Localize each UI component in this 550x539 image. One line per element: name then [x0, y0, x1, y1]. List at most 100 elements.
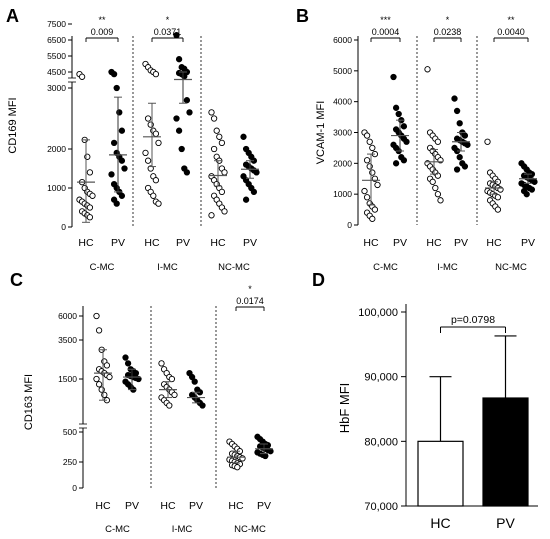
x-tick-label: PV: [176, 237, 190, 249]
data-point: [86, 204, 94, 211]
y-tick-label: 2000: [333, 158, 352, 168]
panel-d-chart: 70,000 80,000 90,000 100,000 HbF MFI HC PV p=0.…: [337, 304, 538, 531]
data-point: [403, 138, 410, 145]
data-point: [434, 138, 442, 145]
data-point: [147, 165, 154, 172]
x-tick-label: PV: [454, 237, 468, 249]
y-tick-label: 0: [72, 483, 77, 493]
p-value-label: 0.0040: [497, 27, 525, 37]
data-point: [461, 163, 469, 170]
data-point: [103, 362, 111, 369]
data-point: [93, 312, 100, 320]
data-point: [208, 109, 215, 116]
data-point: [183, 97, 191, 104]
data-point: [366, 163, 373, 170]
y-tick-label: 3500: [58, 335, 77, 345]
panel-a-chart: 0 1000 2000 3000 4500 5500 6500 7500 CD169 MFI HC…: [7, 15, 260, 273]
data-point: [188, 373, 196, 381]
y-tick-label: 70,000: [364, 501, 398, 513]
x-tick-label: HC: [144, 237, 160, 249]
data-point: [253, 169, 260, 176]
data-point: [371, 206, 379, 213]
x-tick-label: HC: [78, 237, 94, 249]
data-point: [392, 104, 400, 111]
data-point: [221, 169, 228, 176]
bar: [482, 397, 529, 507]
p-value-label: 0.0174: [236, 296, 264, 306]
y-axis-label: VCAM-1 MFI: [315, 101, 327, 165]
data-point: [122, 354, 129, 361]
data-point: [152, 70, 160, 78]
data-point: [218, 188, 226, 196]
data-point: [175, 56, 183, 63]
data-point: [86, 214, 94, 221]
x-tick-label: HC: [486, 237, 502, 249]
data-point: [155, 139, 162, 147]
data-point: [453, 166, 461, 173]
axis-break-gap: [68, 78, 76, 82]
data-point: [178, 145, 185, 153]
group-label: C-MC: [90, 262, 115, 273]
x-tick-label: PV: [521, 237, 535, 249]
x-tick-label: PV: [111, 237, 125, 249]
data-point: [150, 192, 157, 199]
data-point: [152, 130, 160, 137]
data-point: [95, 381, 103, 388]
x-tick-label: PV: [125, 500, 139, 512]
y-tick-label: 5000: [333, 66, 352, 76]
data-point: [531, 178, 538, 185]
data-point: [166, 402, 173, 409]
data-point: [369, 144, 376, 152]
data-point: [181, 73, 188, 80]
data-point: [144, 115, 152, 122]
x-tick-label: HC: [426, 237, 442, 249]
data-point: [208, 212, 215, 219]
data-point: [183, 169, 191, 176]
x-tick-label: PV: [393, 237, 407, 249]
y-tick-label: 6000: [58, 311, 77, 321]
significance-stars: *: [248, 284, 252, 294]
significance-stars: ***: [380, 15, 391, 25]
data-point: [144, 157, 152, 164]
data-point: [523, 191, 530, 198]
data-point: [175, 127, 183, 134]
x-tick-label: HC: [95, 500, 111, 512]
y-tick-label: 90,000: [364, 372, 398, 384]
data-point: [168, 375, 176, 383]
data-point: [108, 171, 115, 178]
y-tick-label: 7500: [47, 19, 66, 29]
data-point: [429, 178, 436, 185]
data-point: [173, 115, 180, 122]
data-point: [218, 139, 226, 147]
data-point: [191, 378, 198, 385]
data-point: [155, 200, 162, 207]
data-point: [234, 464, 241, 471]
data-point: [250, 188, 258, 196]
y-tick-label: 4000: [333, 97, 352, 107]
y-axis-label: HbF MFI: [337, 383, 352, 434]
data-point: [98, 386, 105, 393]
x-tick-label: HC: [228, 500, 244, 512]
data-point: [363, 194, 371, 201]
data-point: [361, 187, 368, 195]
data-point: [86, 169, 94, 176]
data-point: [494, 206, 502, 213]
data-point: [171, 391, 178, 399]
bar: [417, 440, 464, 507]
data-point: [110, 139, 118, 147]
y-tick-label: 100,000: [358, 307, 398, 319]
data-point: [366, 138, 373, 145]
data-point: [118, 127, 126, 134]
data-point: [113, 200, 120, 207]
data-point: [210, 115, 218, 122]
data-point: [152, 177, 160, 184]
y-tick-label: 3000: [47, 83, 66, 93]
y-tick-label: 3000: [333, 128, 352, 138]
y-tick-label: 1000: [47, 183, 66, 193]
data-point: [400, 157, 408, 164]
data-point: [93, 375, 100, 383]
panel-letter-a: A: [6, 6, 19, 26]
data-point: [186, 109, 193, 116]
data-point: [456, 154, 463, 161]
data-point: [528, 186, 536, 193]
